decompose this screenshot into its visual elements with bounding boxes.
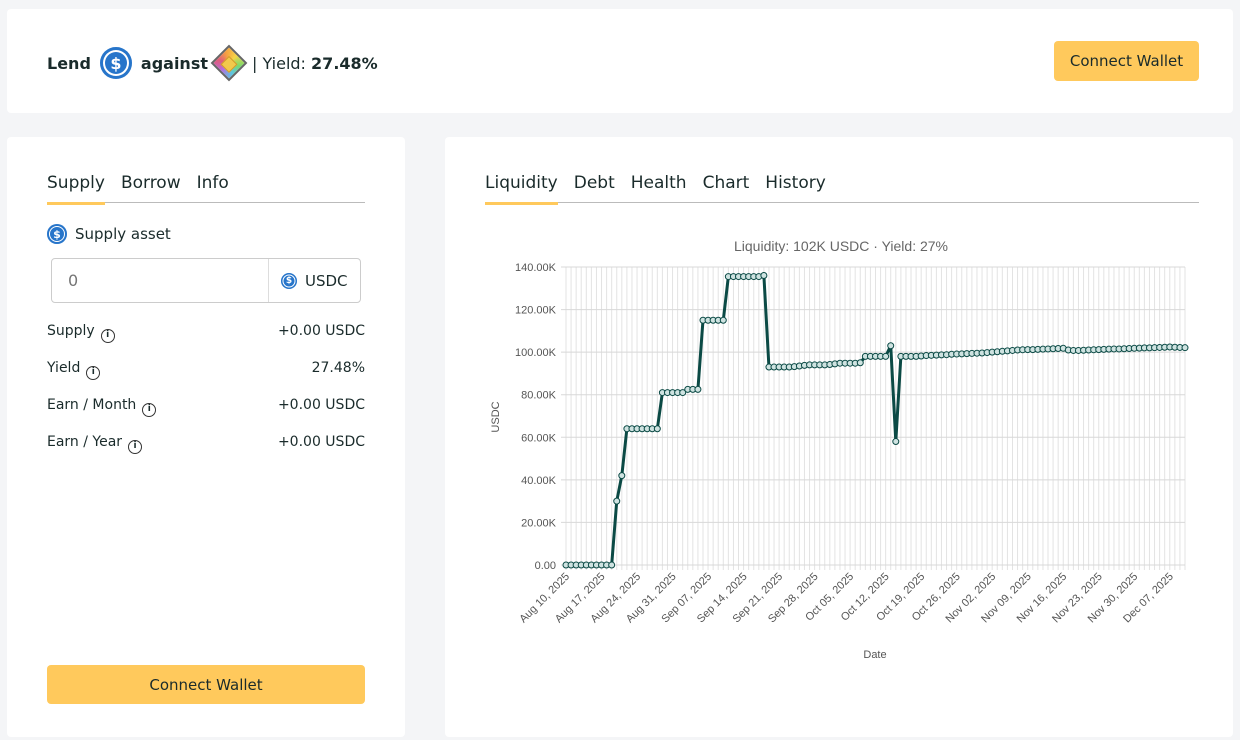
row-label: Supply [47,323,95,339]
info-icon[interactable]: i [128,440,143,454]
data-point [882,352,890,360]
supply-row: Supply i +0.00 USDC [47,323,365,343]
row-label: Earn / Month [47,397,137,413]
tab-history[interactable]: History [765,173,826,193]
y-tick-label: 40.00K [521,475,557,487]
row-value: +0.00 USDC [277,397,365,413]
data-point [608,561,616,569]
tab-borrow[interactable]: Borrow [120,173,181,193]
tab-debt[interactable]: Debt [573,173,615,193]
row-value: +0.00 USDC [277,434,365,450]
supply-amount-field: $ USDC [51,258,361,303]
liquidity-chart: Liquidity: 102K USDC · Yield: 27% USDC D… [490,238,1189,661]
action-tabs: Supply Borrow Info [47,173,365,205]
against-label: against [140,53,208,73]
tab-info[interactable]: Info [196,173,229,193]
supply-asset-text: Supply asset [75,225,171,243]
data-point [1181,344,1189,352]
info-icon[interactable]: i [142,403,157,417]
data-point [613,497,621,505]
data-point [856,359,864,367]
market-stats-panel: Liquidity Debt Health Chart History Liqu… [445,137,1233,737]
row-value: +0.00 USDC [277,323,365,339]
market-title: Lend $ against | Yield: 27.48% [47,44,378,82]
tab-liquidity[interactable]: Liquidity [485,173,558,205]
yield-row: Yield i 27.48% [47,360,365,380]
yield-label: | Yield: [251,53,306,73]
earn-year-row: Earn / Year i +0.00 USDC [47,434,365,454]
row-label: Yield [47,360,81,376]
connect-wallet-button-panel[interactable]: Connect Wallet [47,665,365,704]
x-axis-label: Date [863,649,886,661]
tab-health[interactable]: Health [630,173,687,193]
connect-wallet-button[interactable]: Connect Wallet [1054,41,1199,81]
data-point [618,472,626,480]
asset-unit: $ USDC [268,259,360,302]
row-value: 27.48% [311,360,365,376]
supply-panel: Supply Borrow Info $ Supply asset $ USDC… [7,137,405,737]
data-point [892,438,900,446]
lend-label: Lend [47,53,91,73]
y-tick-label: 80.00K [521,390,557,402]
y-tick-label: 60.00K [521,432,557,444]
y-tick-label: 100.00K [515,347,557,359]
earn-month-row: Earn / Month i +0.00 USDC [47,397,365,417]
header-card: Lend $ against | Yield: 27.48% Connect W… [7,9,1233,113]
y-tick-label: 0.00 [535,560,556,572]
info-icon[interactable]: i [100,329,115,343]
supply-asset-label: $ Supply asset [47,224,171,244]
chart-title: Liquidity: 102K USDC · Yield: 27% [734,238,948,254]
usdc-coin-icon: $ [99,47,132,79]
data-point [653,425,661,433]
yield-value: 27.48% [311,53,378,73]
data-point [679,389,687,397]
data-point [887,342,895,350]
data-point [760,272,768,280]
data-point [719,316,727,324]
y-tick-label: 120.00K [515,305,557,317]
gem-token-icon [210,44,248,82]
unit-label: USDC [305,271,348,290]
data-point [694,385,702,393]
tab-chart[interactable]: Chart [702,173,750,193]
usdc-coin-icon: $ [281,272,297,289]
info-icon[interactable]: i [86,366,101,380]
tab-supply[interactable]: Supply [47,173,105,205]
stats-tabs: Liquidity Debt Health Chart History [485,173,1199,205]
y-axis-label: USDC [490,401,502,432]
y-tick-label: 140.00K [515,262,557,274]
y-tick-label: 20.00K [521,517,557,529]
row-label: Earn / Year [47,434,123,450]
supply-amount-input[interactable] [52,259,268,302]
usdc-coin-icon: $ [47,224,67,244]
